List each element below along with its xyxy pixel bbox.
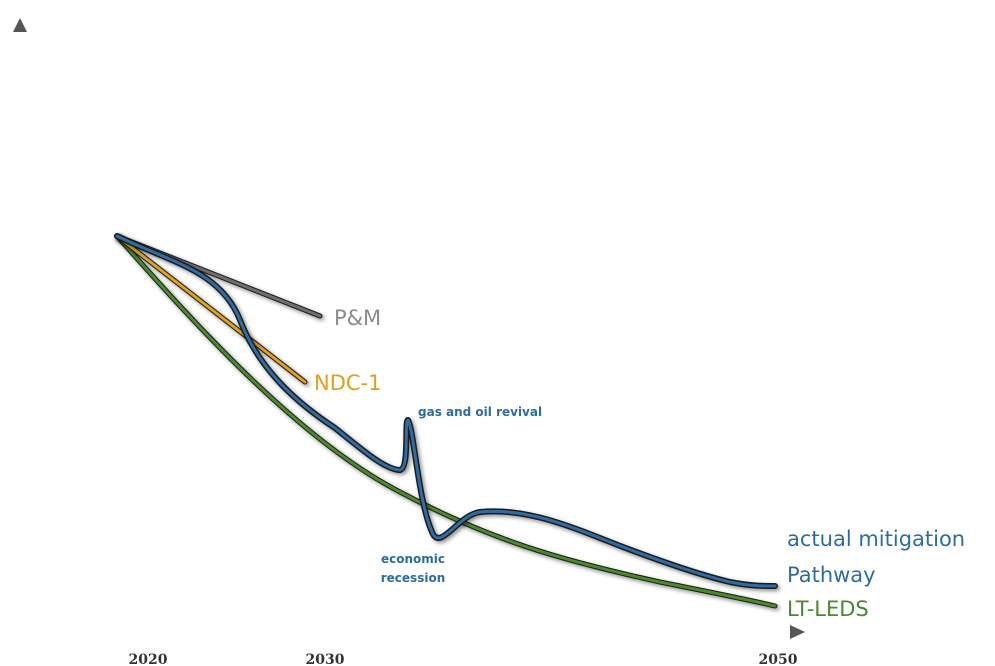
series-lines — [114, 233, 778, 609]
x-tick-2030: 2030 — [306, 652, 345, 666]
series-line-lt-leds-colour — [115, 234, 777, 608]
annotation-recession: recession — [381, 571, 446, 585]
annotation-economic: economic — [381, 552, 445, 566]
series-line-lt-leds — [114, 233, 778, 609]
y-axis-arrow-icon — [13, 18, 27, 32]
x-tick-2020: 2020 — [129, 652, 168, 666]
x-tick-2050: 2050 — [759, 652, 798, 666]
annotation-gas-oil-revival: gas and oil revival — [418, 405, 542, 419]
series-line-ndc1-colour — [115, 234, 307, 384]
series-label-pm: P&M — [334, 306, 381, 330]
series-label-actual-line1: actual mitigation — [787, 527, 965, 551]
series-label-lt-leds: LT-LEDS — [787, 597, 869, 621]
series-line-actual-colour — [115, 234, 777, 588]
axes — [13, 18, 805, 639]
series-label-ndc1: NDC-1 — [314, 371, 381, 395]
series-label-actual-line2: Pathway — [787, 563, 876, 587]
x-axis-arrow-icon — [790, 625, 805, 639]
